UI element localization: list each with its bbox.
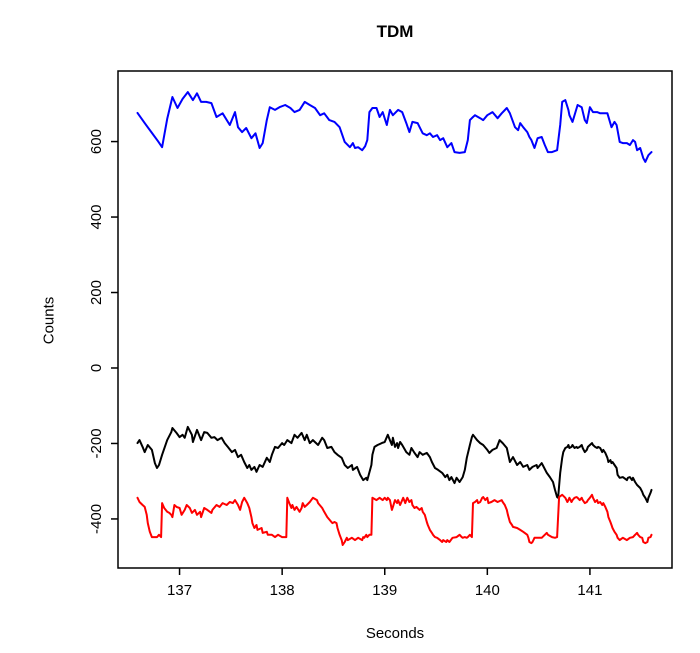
- y-tick-label: 0: [88, 364, 105, 372]
- y-axis-label: Counts: [40, 296, 58, 345]
- y-tick-label: -200: [88, 428, 105, 458]
- series-line-red: [136, 493, 653, 546]
- series-line-blue: [136, 91, 653, 163]
- series-line-black: [136, 425, 653, 503]
- y-tick-label: -400: [88, 504, 105, 534]
- x-tick-label: 138: [270, 582, 295, 599]
- x-tick-label: 140: [475, 582, 500, 599]
- chart-title: TDM: [376, 22, 414, 41]
- plot-frame: [117, 70, 673, 569]
- y-tick-label: 200: [88, 280, 105, 305]
- y-tick-label: 600: [88, 129, 105, 154]
- y-tick-label: 400: [88, 205, 105, 230]
- x-tick-label: 137: [167, 582, 192, 599]
- x-axis-label: Seconds: [365, 625, 425, 642]
- x-tick-label: 141: [577, 582, 602, 599]
- x-tick-label: 139: [372, 582, 397, 599]
